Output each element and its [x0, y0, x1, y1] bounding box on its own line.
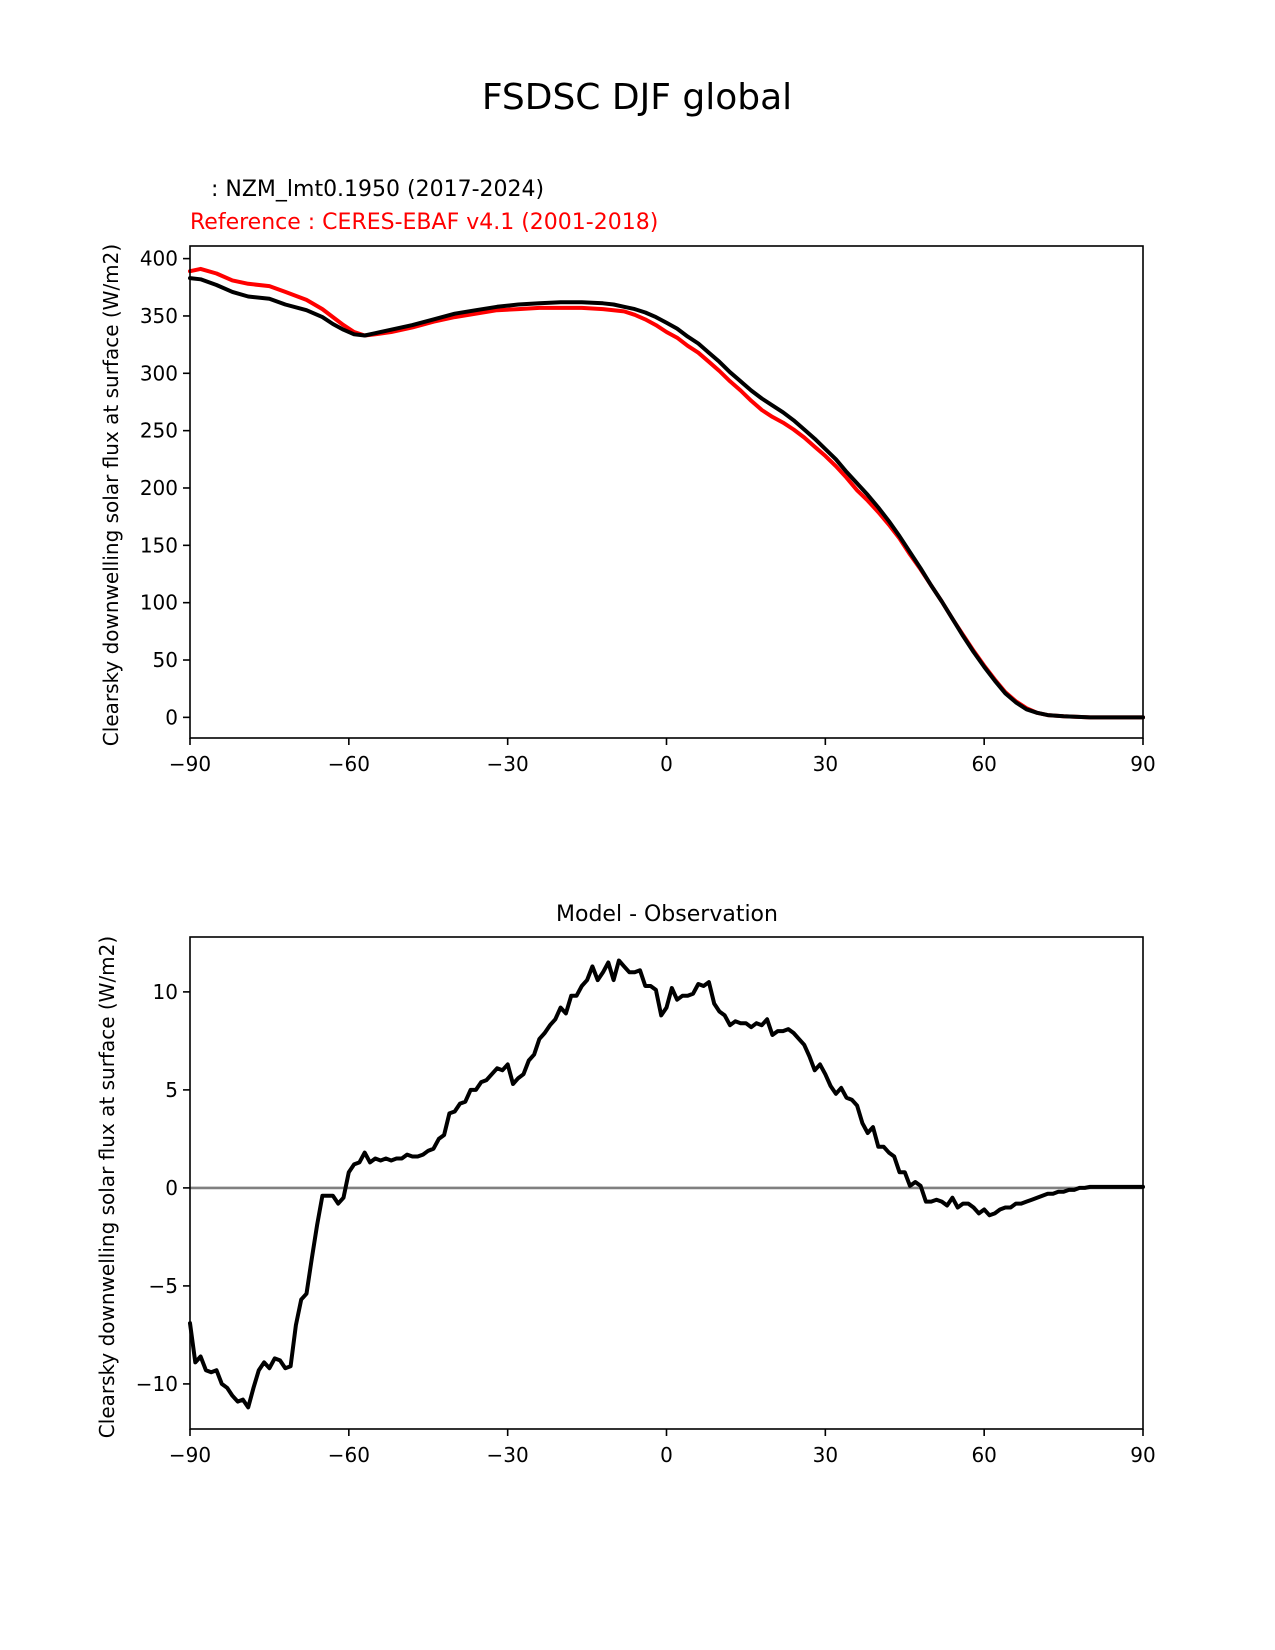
bottom-chart-series-line-0	[188, 958, 1145, 1410]
top-chart-series-line-1	[188, 276, 1145, 720]
bottom-chart-y-tick-label: 0	[165, 1176, 178, 1200]
bottom-chart-panel: Model - Observation Clearsky downwelling…	[95, 902, 1156, 1467]
top-chart-y-tick-label: 200	[140, 476, 178, 500]
bottom-chart-x-tick-label: −60	[328, 1443, 370, 1467]
bottom-chart-x-tick-label: 0	[660, 1443, 673, 1467]
top-chart-x-tick-label: −30	[487, 752, 529, 776]
bottom-chart-y-tick-label: −5	[149, 1274, 178, 1298]
top-chart-x-tick-label: 90	[1130, 752, 1155, 776]
bottom-chart-x-tick-label: 90	[1130, 1443, 1155, 1467]
top-chart-y-tick-label: 300	[140, 361, 178, 385]
top-chart-x-tick-label: 0	[660, 752, 673, 776]
top-chart-y-tick-label: 400	[140, 247, 178, 271]
top-chart-model-subtitle: : NZM_lmt0.1950 (2017-2024)	[190, 177, 544, 202]
top-chart-plot-area: −90 −60 −30 0 30 60 90 0 50 100 150 200 250 300 350 400	[140, 245, 1156, 776]
top-chart-y-tick-label: 250	[140, 419, 178, 443]
bottom-chart-plot-area: −90 −60 −30 0 30 60 90 −10 −5 0 5 10	[136, 936, 1156, 1467]
top-chart-reference-subtitle: Reference : CERES-EBAF v4.1 (2001-2018)	[190, 210, 658, 235]
figure-title: FSDSC DJF global	[482, 77, 792, 118]
top-chart-y-tick-label: 150	[140, 533, 178, 557]
bottom-chart-y-tick-label: 10	[153, 980, 178, 1004]
bottom-chart-x-tick-label: 30	[813, 1443, 838, 1467]
top-chart-panel: : NZM_lmt0.1950 (2017-2024) Reference : …	[99, 177, 1156, 776]
top-chart-y-tick-label: 0	[165, 705, 178, 729]
bottom-chart-x-tick-label: −90	[169, 1443, 211, 1467]
top-chart-y-axis-label: Clearsky downwelling solar flux at surfa…	[99, 244, 123, 746]
bottom-chart-y-tick-label: −10	[136, 1372, 178, 1396]
top-chart-y-tick-label: 50	[153, 648, 178, 672]
bottom-chart-y-axis-label: Clearsky downwelling solar flux at surfa…	[95, 936, 119, 1438]
top-chart-x-tick-label: 60	[971, 752, 996, 776]
bottom-chart-x-tick-label: 60	[971, 1443, 996, 1467]
bottom-chart-title: Model - Observation	[556, 902, 778, 927]
top-chart-x-tick-label: −60	[328, 752, 370, 776]
bottom-chart-y-tick-label: 5	[165, 1078, 178, 1102]
top-chart-y-tick-label: 100	[140, 591, 178, 615]
top-chart-y-tick-label: 350	[140, 304, 178, 328]
top-chart-x-tick-label: −90	[169, 752, 211, 776]
top-chart-x-tick-label: 30	[813, 752, 838, 776]
bottom-chart-x-tick-label: −30	[487, 1443, 529, 1467]
